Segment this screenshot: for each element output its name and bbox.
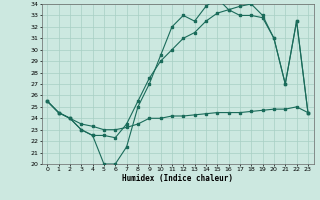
X-axis label: Humidex (Indice chaleur): Humidex (Indice chaleur) [122,174,233,183]
